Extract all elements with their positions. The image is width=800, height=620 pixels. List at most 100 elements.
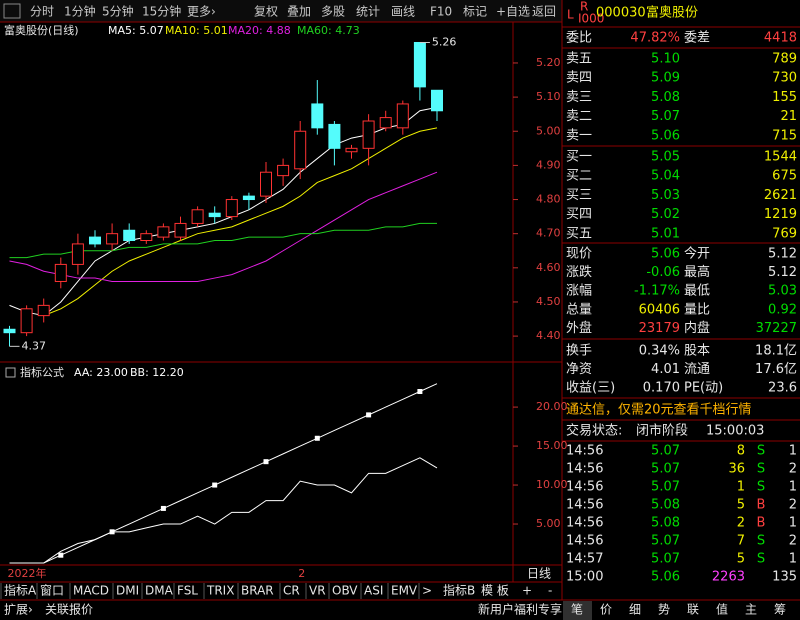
tab[interactable]: VR xyxy=(309,584,326,598)
candle-body xyxy=(71,243,84,265)
book-price: 5.02 xyxy=(651,207,680,222)
field-value: 60406 xyxy=(639,302,680,317)
status-promo[interactable]: 新用户福利专享 xyxy=(478,602,562,617)
field-value: 5.12 xyxy=(768,247,797,262)
book-volume: 789 xyxy=(772,52,797,67)
field-label: 委比 xyxy=(566,31,592,46)
tick-price: 5.07 xyxy=(651,462,680,477)
field-value: -1.17% xyxy=(634,284,680,299)
tab[interactable]: TRIX xyxy=(206,584,234,598)
panel-tab[interactable]: 笔 xyxy=(571,602,583,617)
tab[interactable]: 窗口 xyxy=(40,584,64,598)
promo-banner[interactable]: 通达信，仅需20元查看千档行情 xyxy=(566,402,752,418)
tab[interactable]: BRAR xyxy=(241,584,274,598)
toolbar-button[interactable]: 15分钟 xyxy=(142,4,181,19)
tick-time: 14:56 xyxy=(566,462,603,477)
tab[interactable]: FSL xyxy=(177,584,198,598)
toolbar-button[interactable]: 更多› xyxy=(187,5,216,19)
tab[interactable]: OBV xyxy=(332,584,358,598)
toolbar-button[interactable]: 1分钟 xyxy=(64,4,96,19)
tab[interactable]: DMA xyxy=(145,584,174,598)
field-label: 外盘 xyxy=(566,320,592,336)
tab[interactable]: - xyxy=(548,584,552,598)
book-price: 5.10 xyxy=(651,52,680,67)
field-value: 17.6亿 xyxy=(755,362,797,377)
field-label: 量比 xyxy=(684,302,710,317)
toolbar-button[interactable]: 画线 xyxy=(391,5,415,19)
tick-time: 14:57 xyxy=(566,552,603,567)
panel-tab[interactable]: 细 xyxy=(629,603,641,617)
tab[interactable]: 模 板 xyxy=(481,584,509,598)
status-button[interactable]: 扩展› xyxy=(4,603,33,617)
field-label: 委差 xyxy=(684,31,710,46)
field-label: 涨跌 xyxy=(566,264,592,280)
field-value: 5.03 xyxy=(768,284,797,299)
legend-value: : 4.88 xyxy=(259,24,291,37)
legend-entry: AA: 23.00 xyxy=(74,366,128,379)
book-label: 买三 xyxy=(566,188,592,203)
toolbar-button[interactable]: 叠加 xyxy=(287,5,311,19)
tick-volume: 5 xyxy=(737,552,745,567)
tick-volume: 1 xyxy=(737,480,745,495)
tick-side: B xyxy=(757,498,766,513)
field-label: PE(动) xyxy=(684,381,723,396)
toolbar-button[interactable]: 多股 xyxy=(321,5,345,19)
toolbar-button[interactable]: 分时 xyxy=(30,5,54,19)
tab[interactable]: ASI xyxy=(364,584,383,598)
field-value: 23179 xyxy=(639,321,680,336)
field-label: 最低 xyxy=(684,284,710,299)
status-button[interactable]: 关联报价 xyxy=(45,602,93,617)
y-tick-label: 5.00 xyxy=(536,124,561,137)
field-label: 最高 xyxy=(684,264,710,280)
tab[interactable]: MACD xyxy=(73,584,109,598)
active-tab xyxy=(563,601,592,620)
panel-tab[interactable]: 价 xyxy=(600,603,612,617)
toolbar-button[interactable]: 5分钟 xyxy=(102,4,134,19)
tick-count: 1 xyxy=(789,516,797,531)
candle-body xyxy=(225,199,238,218)
toolbar-button[interactable]: 统计 xyxy=(356,5,380,19)
candle-body xyxy=(20,308,33,334)
field-value: 47.82% xyxy=(630,31,680,46)
field-value: 18.1亿 xyxy=(755,344,797,359)
tab[interactable]: 指标A xyxy=(4,583,37,598)
legend-name: MA20 xyxy=(228,24,259,37)
book-price: 5.05 xyxy=(651,150,680,165)
tick-time: 14:56 xyxy=(566,534,603,549)
panel-tab[interactable]: 联 xyxy=(687,603,699,617)
toolbar-button[interactable]: 复权 xyxy=(254,5,278,19)
chart-title: 富奥股份(日线) xyxy=(4,23,79,37)
tick-volume: 8 xyxy=(737,444,745,459)
tab[interactable]: EMV xyxy=(391,584,418,598)
toolbar-button[interactable]: 标记 xyxy=(463,5,487,19)
toolbar-button[interactable]: +自选 xyxy=(496,5,530,19)
candle-body xyxy=(174,222,187,238)
tab[interactable]: DMI xyxy=(116,584,139,598)
book-volume: 730 xyxy=(772,71,797,86)
tab[interactable]: 指标B xyxy=(443,583,475,598)
y-tick-label: 4.90 xyxy=(536,158,561,171)
legend-name: AA xyxy=(74,366,90,379)
indicator-marker xyxy=(417,389,423,395)
panel-tab[interactable]: 筹 xyxy=(774,603,786,617)
tick-price: 5.06 xyxy=(651,570,680,585)
toolbar xyxy=(0,0,562,22)
field-value: 5.12 xyxy=(768,265,797,280)
book-volume: 2621 xyxy=(764,188,797,203)
toolbar-button[interactable]: F10 xyxy=(430,5,452,19)
toolbar-button[interactable]: 返回 xyxy=(532,5,556,19)
book-label: 买二 xyxy=(566,169,592,184)
field-label: 现价 xyxy=(566,247,592,262)
tab[interactable]: + xyxy=(522,584,532,598)
tab[interactable]: CR xyxy=(283,584,300,598)
y-tick-label: 15.00 xyxy=(536,439,568,452)
book-label: 卖二 xyxy=(566,109,592,124)
tab[interactable]: > xyxy=(422,584,432,598)
candle-body xyxy=(157,226,170,238)
panel-tab[interactable]: 值 xyxy=(716,602,728,617)
panel-tab[interactable]: 主 xyxy=(745,603,757,617)
tick-volume: 7 xyxy=(737,534,745,549)
panel-tab[interactable]: 势 xyxy=(658,603,670,617)
x-tick-label: 2022年 xyxy=(8,566,47,580)
